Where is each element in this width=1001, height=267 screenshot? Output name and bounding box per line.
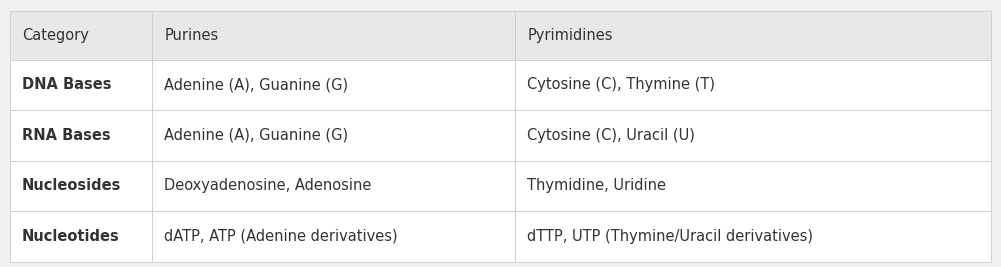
Bar: [152, 110, 516, 161]
Bar: [516, 211, 991, 262]
Text: dATP, ATP (Adenine derivatives): dATP, ATP (Adenine derivatives): [164, 229, 397, 244]
Text: DNA Bases: DNA Bases: [22, 77, 111, 92]
Bar: [10, 110, 152, 161]
Bar: [152, 60, 516, 110]
Bar: [152, 211, 516, 262]
Text: Cytosine (C), Uracil (U): Cytosine (C), Uracil (U): [528, 128, 695, 143]
Bar: [516, 11, 991, 60]
Bar: [10, 11, 152, 60]
Bar: [10, 60, 152, 110]
Text: Category: Category: [22, 28, 89, 43]
Text: Purines: Purines: [164, 28, 218, 43]
Bar: [516, 60, 991, 110]
Text: RNA Bases: RNA Bases: [22, 128, 111, 143]
Text: Deoxyadenosine, Adenosine: Deoxyadenosine, Adenosine: [164, 178, 371, 193]
Text: Thymidine, Uridine: Thymidine, Uridine: [528, 178, 667, 193]
Text: Adenine (A), Guanine (G): Adenine (A), Guanine (G): [164, 128, 348, 143]
Text: Adenine (A), Guanine (G): Adenine (A), Guanine (G): [164, 77, 348, 92]
Bar: [152, 161, 516, 211]
Text: Nucleotides: Nucleotides: [22, 229, 120, 244]
Bar: [516, 161, 991, 211]
Text: dTTP, UTP (Thymine/Uracil derivatives): dTTP, UTP (Thymine/Uracil derivatives): [528, 229, 813, 244]
Bar: [10, 211, 152, 262]
Text: Pyrimidines: Pyrimidines: [528, 28, 613, 43]
Bar: [516, 110, 991, 161]
Bar: [152, 11, 516, 60]
Text: Cytosine (C), Thymine (T): Cytosine (C), Thymine (T): [528, 77, 716, 92]
Bar: [10, 161, 152, 211]
Text: Nucleosides: Nucleosides: [22, 178, 121, 193]
